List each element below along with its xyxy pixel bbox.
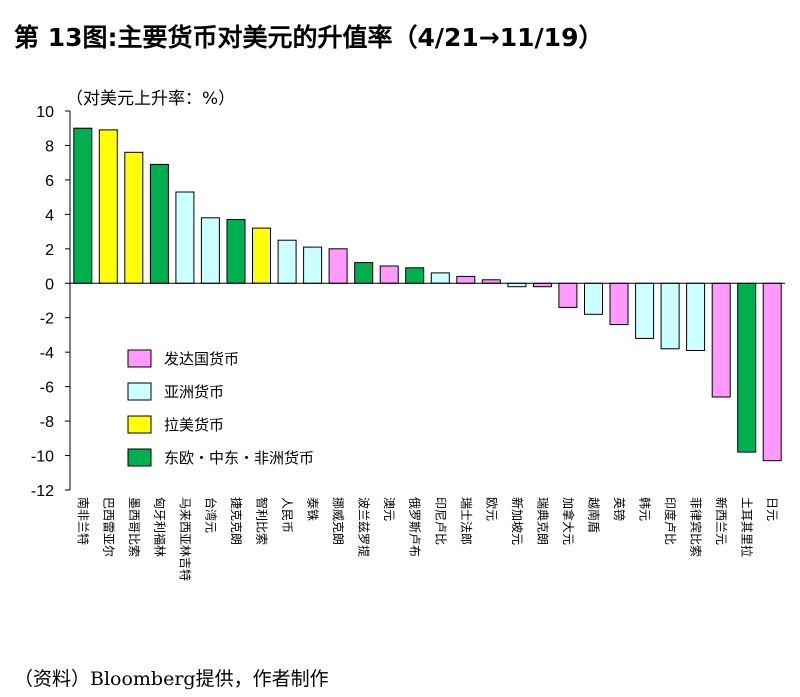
bar-20 (558, 282, 578, 308)
legend-label-latam: 拉美货币 (164, 416, 224, 434)
category-label: 台湾元 (203, 497, 218, 533)
y-tick-label: 2 (45, 242, 54, 259)
chart-title: 第 13图:主要货币对美元的升值率（4/21→11/19） (14, 23, 604, 52)
bar-27 (737, 282, 757, 453)
legend-swatch-developed (127, 349, 152, 368)
y-tick-label: -2 (40, 311, 54, 328)
bar-18 (507, 282, 527, 288)
category-label: 墨西哥比索 (127, 497, 141, 557)
category-label: 日元 (765, 497, 779, 521)
bar-21 (584, 282, 603, 315)
y-tick-label: 10 (36, 104, 54, 121)
y-tick-label: 4 (45, 207, 54, 224)
category-label: 印度卢比 (663, 497, 678, 545)
category-label: 巴西雷亚尔 (101, 497, 116, 557)
category-label: 菲律宾比索 (689, 497, 704, 557)
y-tick-label: -4 (40, 345, 54, 362)
category-label: 新西兰元 (714, 497, 729, 545)
axes-layer (65, 110, 785, 491)
bar-16 (456, 275, 476, 284)
bar-chart: 10 8 6 4 2 0 -2 -4 -6 -8 -10 -12 南非兰特 巴西雷亚尔 墨西哥比索 匈牙利福… (31, 104, 785, 581)
category-label: 挪威克朗 (331, 497, 345, 545)
bar-10 (303, 246, 323, 284)
bar-24 (660, 282, 680, 350)
source-note: （资料）Bloomberg提供，作者制作 (14, 668, 329, 690)
bar-19 (532, 282, 552, 288)
y-tick-label: -12 (31, 483, 54, 500)
y-tick-label: -8 (40, 414, 54, 431)
category-label: 澳元 (382, 497, 396, 521)
category-label: 瑞典克朗 (535, 497, 549, 545)
category-label: 南非兰特 (76, 497, 91, 545)
legend-swatch-emea (127, 448, 152, 467)
legend-label-developed: 发达国货币 (164, 350, 239, 368)
y-tick-label: -6 (40, 380, 54, 397)
category-label: 欧元 (484, 497, 498, 521)
category-labels: 南非兰特 巴西雷亚尔 墨西哥比索 匈牙利福林 马来西亚林吉特 台湾元 捷克克朗 智利比索 人民币… (76, 497, 779, 581)
y-tick-label: 6 (45, 173, 54, 190)
bar-17 (481, 279, 501, 284)
bar-3 (124, 151, 144, 284)
category-label: 加拿大元 (561, 497, 576, 545)
bar-7 (226, 219, 246, 284)
bar-1 (73, 127, 93, 284)
y-tick-labels: 10 8 6 4 2 0 -2 -4 -6 -8 -10 -12 (31, 104, 54, 500)
category-label: 泰铢 (306, 497, 321, 521)
bar-12 (354, 262, 374, 284)
bar-22 (609, 282, 629, 326)
bar-13 (379, 265, 399, 284)
y-tick-label: 0 (45, 276, 54, 293)
bar-5 (175, 191, 195, 284)
bar-2 (98, 129, 118, 284)
category-label: 英镑 (612, 497, 627, 521)
legend-swatch-asia (127, 382, 152, 401)
bar-8 (252, 227, 271, 284)
bar-4 (149, 163, 169, 284)
category-label: 马来西亚林吉特 (178, 497, 193, 581)
bar-14 (405, 267, 425, 284)
category-label: 印尼卢比 (433, 497, 448, 545)
y-axis-unit-label: （对美元上升率：%） (66, 89, 236, 109)
bar-15 (430, 272, 450, 284)
bar-9 (277, 239, 297, 284)
bar-25 (686, 282, 706, 351)
category-label: 瑞士法郎 (459, 497, 473, 545)
category-label: 捷克克朗 (229, 497, 243, 545)
category-label: 韩元 (638, 497, 653, 521)
legend-label-asia: 亚洲货币 (164, 383, 224, 401)
y-tick-label: -10 (31, 449, 54, 466)
category-label: 越南盾 (587, 497, 602, 533)
category-label: 俄罗斯卢布 (408, 497, 423, 557)
category-label: 智利比索 (255, 497, 270, 545)
bar-28 (762, 282, 782, 462)
category-label: 人民币 (280, 497, 294, 533)
category-label: 新加坡元 (510, 497, 525, 545)
bar-26 (711, 282, 731, 398)
category-label: 匈牙利福林 (152, 497, 167, 557)
bar-23 (635, 282, 655, 339)
legend-label-emea: 东欧・中东・非洲货币 (164, 449, 314, 467)
category-label: 波兰兹罗提 (357, 497, 372, 557)
category-label: 土耳其里拉 (740, 497, 755, 557)
bar-6 (200, 217, 220, 284)
bar-11 (328, 248, 348, 284)
y-tick-label: 8 (45, 138, 54, 155)
legend-swatch-latam (127, 415, 152, 434)
bars-layer (73, 127, 782, 462)
